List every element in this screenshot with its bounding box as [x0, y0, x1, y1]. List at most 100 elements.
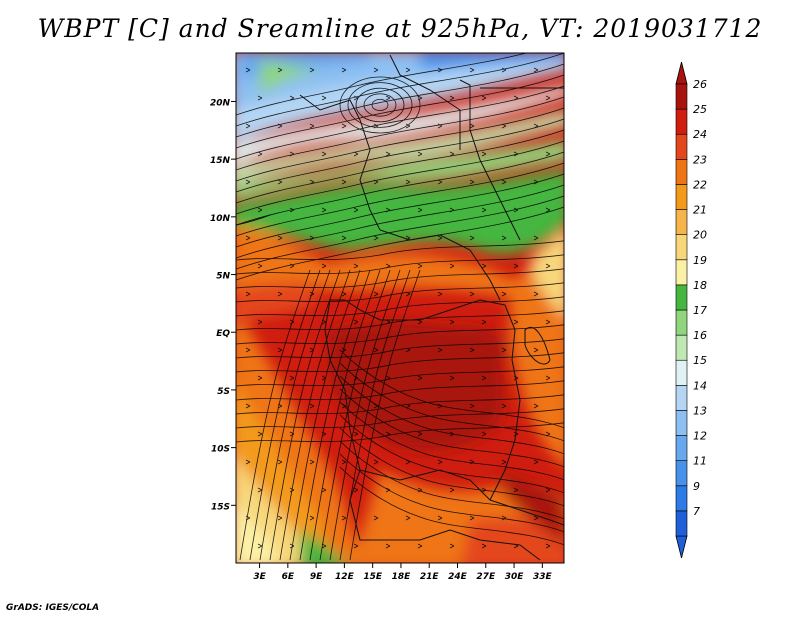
- streamline-arrowhead: [469, 459, 475, 465]
- streamline-arrowhead: [437, 347, 443, 353]
- streamline-arrowhead: [373, 123, 379, 129]
- streamline-arrowhead: [437, 67, 443, 73]
- streamline: [236, 268, 564, 289]
- streamline: [236, 107, 564, 182]
- streamline-arrowhead: [469, 67, 475, 73]
- streamline-arrowhead: [341, 347, 347, 353]
- streamline-arrowhead: [385, 207, 391, 213]
- streamline-arrowhead: [353, 207, 359, 213]
- lat-label: 5N: [216, 272, 230, 282]
- streamline-arrowhead: [449, 487, 455, 493]
- colorbar: 7 9 11 12 13 14 15 16 17 18 19 20 21 22 23 24 25 26: [675, 61, 707, 559]
- streamline-arrowhead: [277, 235, 283, 241]
- streamline-arrowhead: [417, 431, 423, 437]
- lat-label: 10N: [210, 214, 231, 224]
- streamline-arrowhead: [321, 151, 327, 157]
- streamline: [339, 269, 411, 561]
- lat-label: 5S: [217, 387, 230, 397]
- streamline: [355, 87, 405, 123]
- lon-label: 21E: [420, 572, 440, 582]
- colorbar-swatch: [675, 259, 688, 286]
- colorbar-swatch: [675, 133, 688, 160]
- colorbar-swatch: [675, 510, 688, 537]
- streamline-arrowhead: [341, 291, 347, 297]
- streamline-arrowhead: [245, 459, 251, 465]
- streamline-arrowhead: [245, 123, 251, 129]
- streamline: [259, 269, 331, 561]
- streamline-arrowhead: [437, 515, 443, 521]
- streamline-arrowhead: [449, 151, 455, 157]
- streamline-arrowhead: [449, 375, 455, 381]
- streamline-arrowhead: [405, 459, 411, 465]
- colorbar-label: 25: [693, 103, 707, 116]
- streamline-arrowhead: [417, 543, 423, 549]
- streamline-arrowhead: [373, 179, 379, 185]
- streamline-arrowhead: [533, 179, 539, 185]
- colorbar-label: 24: [693, 128, 707, 141]
- streamline-arrowhead: [501, 347, 507, 353]
- colorbar-swatch: [675, 385, 688, 411]
- lon-label: 27E: [476, 572, 496, 582]
- colorbar-label: 20: [693, 229, 707, 242]
- streamline-arrowhead: [385, 263, 391, 269]
- streamline-arrowhead: [481, 263, 487, 269]
- streamline-arrowhead: [533, 459, 539, 465]
- streamline-arrowhead: [469, 179, 475, 185]
- colorbar-label: 12: [693, 430, 707, 443]
- streamline-arrowhead: [385, 95, 391, 101]
- lon-label: 3E: [253, 572, 266, 582]
- streamline-arrowhead: [309, 515, 315, 521]
- streamline: [236, 53, 528, 116]
- streamline-arrowhead: [385, 487, 391, 493]
- streamline-arrowhead: [469, 235, 475, 241]
- streamline-arrowhead: [545, 375, 551, 381]
- streamline-arrowhead: [373, 347, 379, 353]
- streamline: [236, 394, 564, 415]
- streamline-arrowhead: [513, 207, 519, 213]
- streamline-arrowhead: [405, 403, 411, 409]
- streamline: [339, 76, 421, 134]
- streamline-arrowhead: [257, 263, 263, 269]
- streamline-arrowhead: [257, 207, 263, 213]
- streamlines: [236, 53, 564, 561]
- lat-label: 15S: [211, 502, 230, 512]
- streamline-arrowhead: [417, 207, 423, 213]
- streamline-arrowhead: [245, 235, 251, 241]
- streamline-arrowhead: [373, 403, 379, 409]
- streamline-arrowhead: [257, 543, 263, 549]
- map-frame: [235, 52, 565, 564]
- streamline-arrowhead: [533, 403, 539, 409]
- streamline-arrowhead: [417, 151, 423, 157]
- streamline-arrowhead: [277, 67, 283, 73]
- latitude-axis: 20N 15N 10N 5N EQ 5S 10S 15S: [210, 98, 236, 512]
- colorbar-swatch: [675, 234, 688, 261]
- streamline-arrowhead: [309, 235, 315, 241]
- colorbar-label: 13: [693, 404, 707, 417]
- streamline-arrowhead: [257, 375, 263, 381]
- streamline-arrowhead: [321, 431, 327, 437]
- streamline-arrowhead: [533, 347, 539, 353]
- streamline-arrowhead: [289, 375, 295, 381]
- colorbar-label: 9: [693, 480, 700, 493]
- streamline-arrowhead: [309, 123, 315, 129]
- streamline-arrowhead: [469, 291, 475, 297]
- streamline-arrowhead: [385, 543, 391, 549]
- streamline: [236, 85, 564, 160]
- streamline: [239, 269, 311, 561]
- streamline-arrowhead: [417, 375, 423, 381]
- streamline: [339, 440, 564, 520]
- streamline-arrowhead: [501, 179, 507, 185]
- streamline-arrowhead: [545, 431, 551, 437]
- streamline-arrowhead: [501, 67, 507, 73]
- streamline-arrowhead: [289, 151, 295, 157]
- streamline-arrowhead: [481, 151, 487, 157]
- streamline-arrowhead: [481, 207, 487, 213]
- streamline: [236, 173, 564, 248]
- streamline-arrowhead: [533, 235, 539, 241]
- streamline-arrowhead: [545, 95, 551, 101]
- streamline: [236, 184, 564, 259]
- streamline: [236, 151, 564, 226]
- colorbar-swatch: [675, 460, 688, 487]
- streamline-arrowhead: [405, 123, 411, 129]
- streamline-arrowhead: [405, 179, 411, 185]
